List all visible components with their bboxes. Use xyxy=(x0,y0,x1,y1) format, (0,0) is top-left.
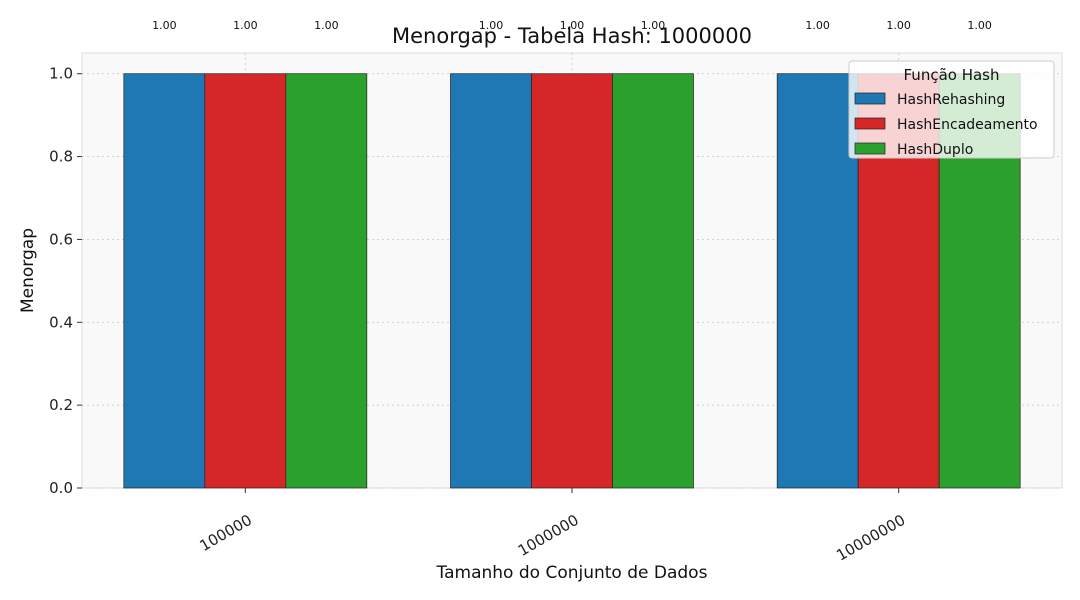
bar-hashencadeamento-100000 xyxy=(204,73,287,489)
y-tick-label: 0.6 xyxy=(49,230,73,248)
data-label: 1.00 xyxy=(233,19,258,32)
legend-swatch xyxy=(854,142,886,155)
data-label: 1.00 xyxy=(314,19,339,32)
data-label: 1.00 xyxy=(479,19,504,32)
legend: Função Hash HashRehashing HashEncadeament… xyxy=(848,60,1055,159)
legend-box xyxy=(848,60,1055,159)
x-tick-label: 10000000 xyxy=(833,511,908,565)
y-tick-label: 0.0 xyxy=(49,479,73,497)
x-axis-label: Tamanho do Conjunto de Dados xyxy=(436,563,708,583)
data-label: 1.00 xyxy=(967,19,992,32)
y-tick-label: 0.4 xyxy=(49,313,73,331)
bar-hashduplo-1000000 xyxy=(612,73,694,489)
x-tick-label: 1000000 xyxy=(515,511,582,560)
legend-swatch xyxy=(854,92,886,105)
chart-title: Menorgap - Tabela Hash: 1000000 xyxy=(392,24,752,48)
data-label: 1.00 xyxy=(886,19,911,32)
legend-label: HashEncadeamento xyxy=(897,117,1038,133)
legend-swatch xyxy=(854,117,886,130)
data-label: 1.00 xyxy=(560,19,585,32)
bars xyxy=(123,73,1021,489)
legend-label: HashRehashing xyxy=(897,92,1005,108)
bar-hashencadeamento-1000000 xyxy=(531,73,613,489)
y-tick-label: 0.8 xyxy=(49,148,73,166)
legend-label: HashDuplo xyxy=(897,142,973,158)
y-tick-label: 1.0 xyxy=(49,65,73,83)
bar-hashrehashing-1000000 xyxy=(450,73,532,489)
bar-hashduplo-100000 xyxy=(285,73,368,489)
data-label: 1.00 xyxy=(805,19,830,32)
y-tick-label: 0.2 xyxy=(49,396,73,414)
y-axis-label: Menorgap xyxy=(18,228,38,313)
bar-hashrehashing-100000 xyxy=(123,73,206,489)
data-label: 1.00 xyxy=(641,19,666,32)
bar-hashrehashing-10000000 xyxy=(776,73,859,489)
x-tick-label: 100000 xyxy=(196,511,255,555)
legend-title: Função Hash xyxy=(904,66,1000,84)
data-label: 1.00 xyxy=(152,19,177,32)
data-labels: 1.00 1.00 1.00 1.00 1.00 1.00 1.00 1.00 1.00 xyxy=(152,19,992,32)
